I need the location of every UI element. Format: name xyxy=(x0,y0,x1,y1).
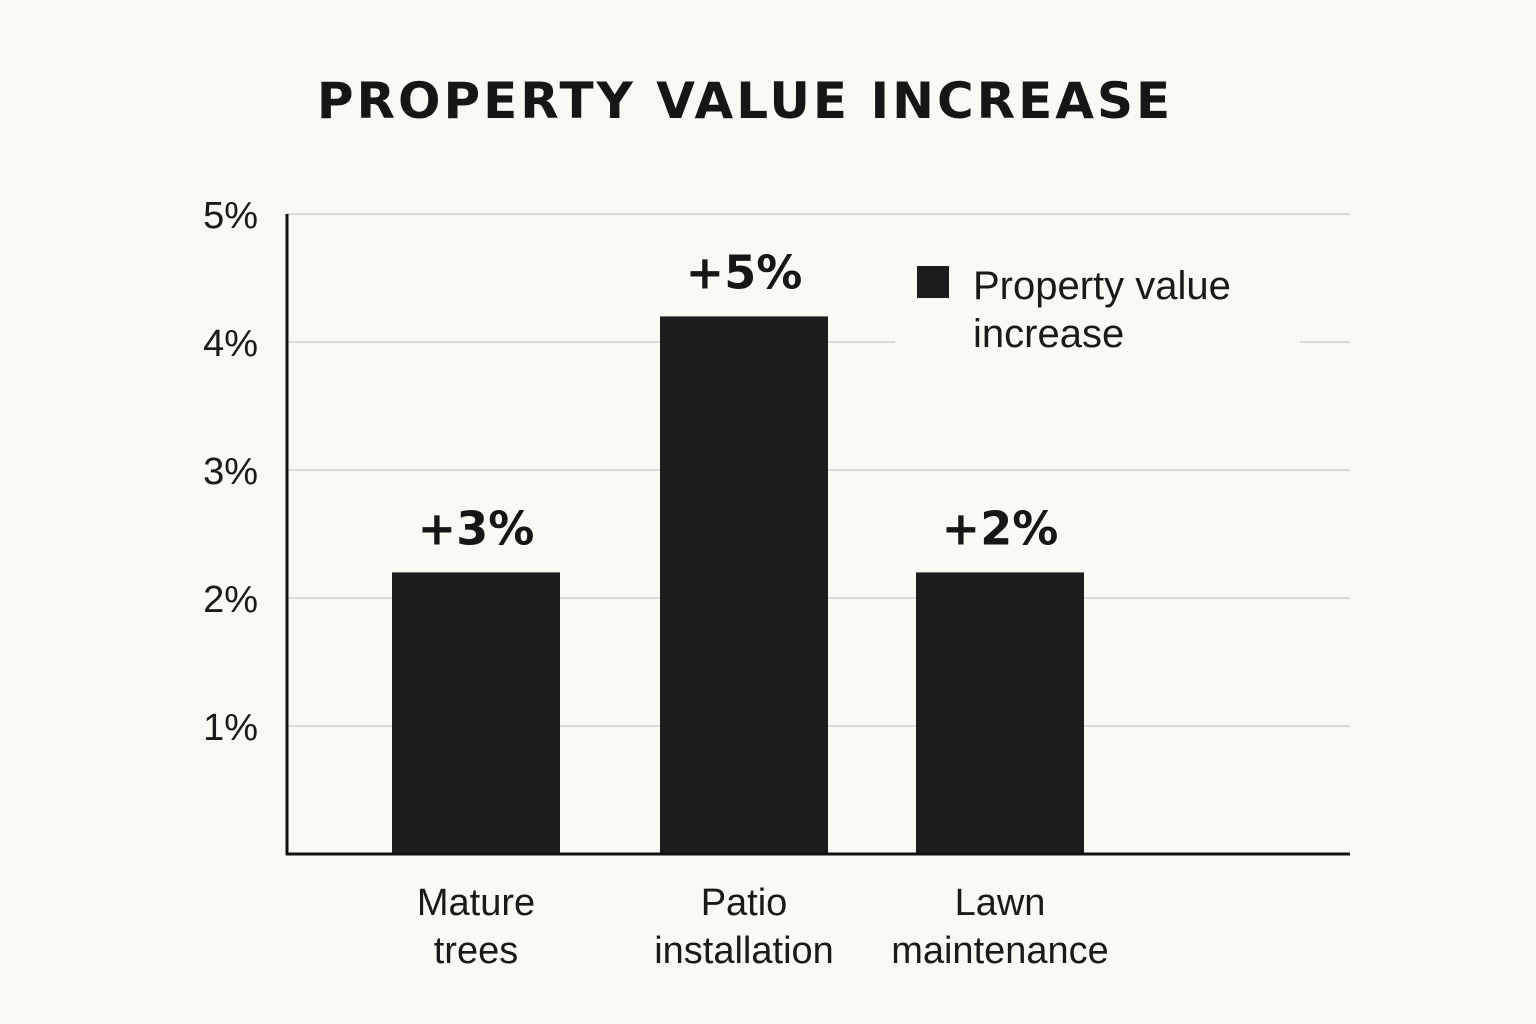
chart-title: PROPERTY VALUE INCREASE xyxy=(317,72,1173,130)
data-label: +3% xyxy=(418,501,535,555)
category-labels: Mature trees Patio installation Lawn maintena… xyxy=(417,882,1109,972)
data-labels: +3% +5% +2% xyxy=(418,245,1059,555)
y-tick-label: 1% xyxy=(203,707,258,749)
legend-swatch xyxy=(917,266,949,298)
y-tick-label: 2% xyxy=(203,579,258,621)
legend-label: Property value xyxy=(973,264,1231,308)
legend-background xyxy=(895,250,1300,370)
axes xyxy=(285,214,1350,856)
category-label: trees xyxy=(434,930,518,972)
data-label: +5% xyxy=(686,245,803,299)
legend-label: increase xyxy=(973,312,1124,356)
bar xyxy=(392,572,560,854)
y-tick-labels: 1% 2% 3% 4% 5% xyxy=(203,195,258,749)
y-tick-label: 3% xyxy=(203,451,258,493)
data-label: +2% xyxy=(942,501,1059,555)
category-label: Mature xyxy=(417,882,535,924)
category-label: Patio xyxy=(701,882,788,924)
bar xyxy=(660,316,828,854)
category-label: installation xyxy=(654,930,834,972)
category-label: maintenance xyxy=(891,930,1109,972)
category-label: Lawn xyxy=(955,882,1046,924)
y-tick-label: 5% xyxy=(203,195,258,237)
bar xyxy=(916,572,1084,854)
y-tick-label: 4% xyxy=(203,323,258,365)
bars xyxy=(392,316,1084,854)
